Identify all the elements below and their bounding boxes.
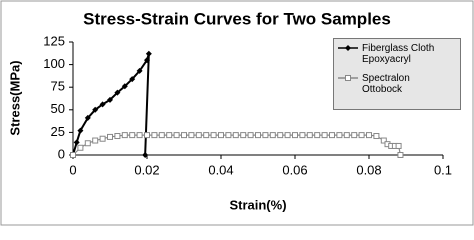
marker: [107, 96, 113, 103]
legend-swatch: [338, 75, 358, 81]
marker: [136, 132, 143, 139]
marker: [380, 137, 387, 144]
marker: [73, 139, 80, 146]
y-tick-label: 100: [43, 56, 65, 71]
chart: Stress-Strain Curves for Two Samples Str…: [0, 0, 474, 226]
y-tick-label: 0: [58, 146, 65, 161]
x-axis-label: Strain(%): [229, 197, 286, 212]
marker: [277, 132, 284, 139]
marker: [142, 152, 149, 158]
marker: [203, 132, 210, 139]
y-tick-label: 75: [51, 79, 65, 94]
marker: [397, 152, 404, 158]
marker: [343, 132, 350, 139]
marker: [345, 45, 351, 51]
x-tick-label: 0.06: [282, 162, 307, 177]
marker: [84, 140, 91, 147]
marker: [166, 132, 173, 139]
marker: [284, 132, 291, 139]
marker: [232, 132, 239, 139]
marker: [395, 142, 402, 149]
legend-label: Fiberglass Cloth Epoxyacryl: [362, 43, 435, 65]
marker: [173, 132, 180, 139]
marker: [99, 135, 106, 142]
marker: [351, 132, 358, 139]
marker: [129, 132, 136, 139]
legend: Fiberglass Cloth Epoxyacryl Spectralon Ot…: [333, 38, 461, 110]
marker: [314, 132, 321, 139]
marker: [240, 132, 247, 139]
marker: [158, 132, 165, 139]
marker: [188, 132, 195, 139]
chart-page: Stress-Strain Curves for Two Samples Str…: [0, 0, 474, 226]
marker: [218, 132, 224, 139]
marker: [255, 132, 261, 139]
legend-swatch: [338, 45, 358, 51]
x-tick-label: 0.04: [208, 162, 233, 177]
y-tick-label: 25: [51, 124, 65, 139]
marker: [92, 137, 99, 144]
marker: [329, 132, 335, 139]
y-axis-label: Stress(MPa): [7, 60, 22, 135]
marker: [129, 76, 136, 83]
legend-label: Spectralon Ottobock: [362, 73, 410, 95]
chart-title: Stress-Strain Curves for Two Samples: [83, 9, 391, 28]
marker: [269, 132, 276, 139]
marker: [299, 132, 306, 139]
marker: [99, 101, 106, 108]
marker: [107, 133, 113, 140]
marker: [336, 132, 343, 139]
legend-entry: Spectralon Ottobock: [337, 73, 457, 95]
marker: [77, 127, 84, 134]
x-tick-label: 0.02: [134, 162, 159, 177]
chart-border: [0, 0, 474, 226]
marker: [292, 132, 298, 139]
marker: [306, 132, 313, 139]
x-tick-label: 0.1: [434, 162, 452, 177]
marker: [210, 132, 217, 139]
marker: [114, 133, 121, 140]
marker: [121, 132, 128, 139]
marker: [151, 132, 158, 139]
marker: [373, 133, 380, 140]
marker: [321, 132, 328, 139]
y-tick-label: 50: [51, 101, 65, 116]
y-tick-label: 125: [43, 33, 65, 48]
marker: [195, 132, 202, 139]
marker: [84, 114, 91, 121]
marker: [121, 83, 128, 90]
marker: [92, 106, 99, 113]
x-tick-label: 0: [69, 162, 76, 177]
marker: [136, 67, 143, 74]
marker: [366, 132, 372, 139]
marker: [144, 132, 150, 139]
marker: [262, 132, 269, 139]
marker: [70, 152, 76, 158]
series-line: [72, 53, 150, 156]
marker: [358, 132, 365, 139]
legend-entry: Fiberglass Cloth Epoxyacryl: [337, 43, 457, 65]
marker: [77, 144, 84, 151]
marker: [114, 89, 121, 96]
marker: [247, 132, 254, 139]
marker: [181, 132, 187, 139]
marker: [144, 57, 150, 64]
marker: [145, 50, 152, 57]
x-tick-label: 0.08: [356, 162, 381, 177]
marker: [345, 75, 351, 81]
marker: [225, 132, 232, 139]
